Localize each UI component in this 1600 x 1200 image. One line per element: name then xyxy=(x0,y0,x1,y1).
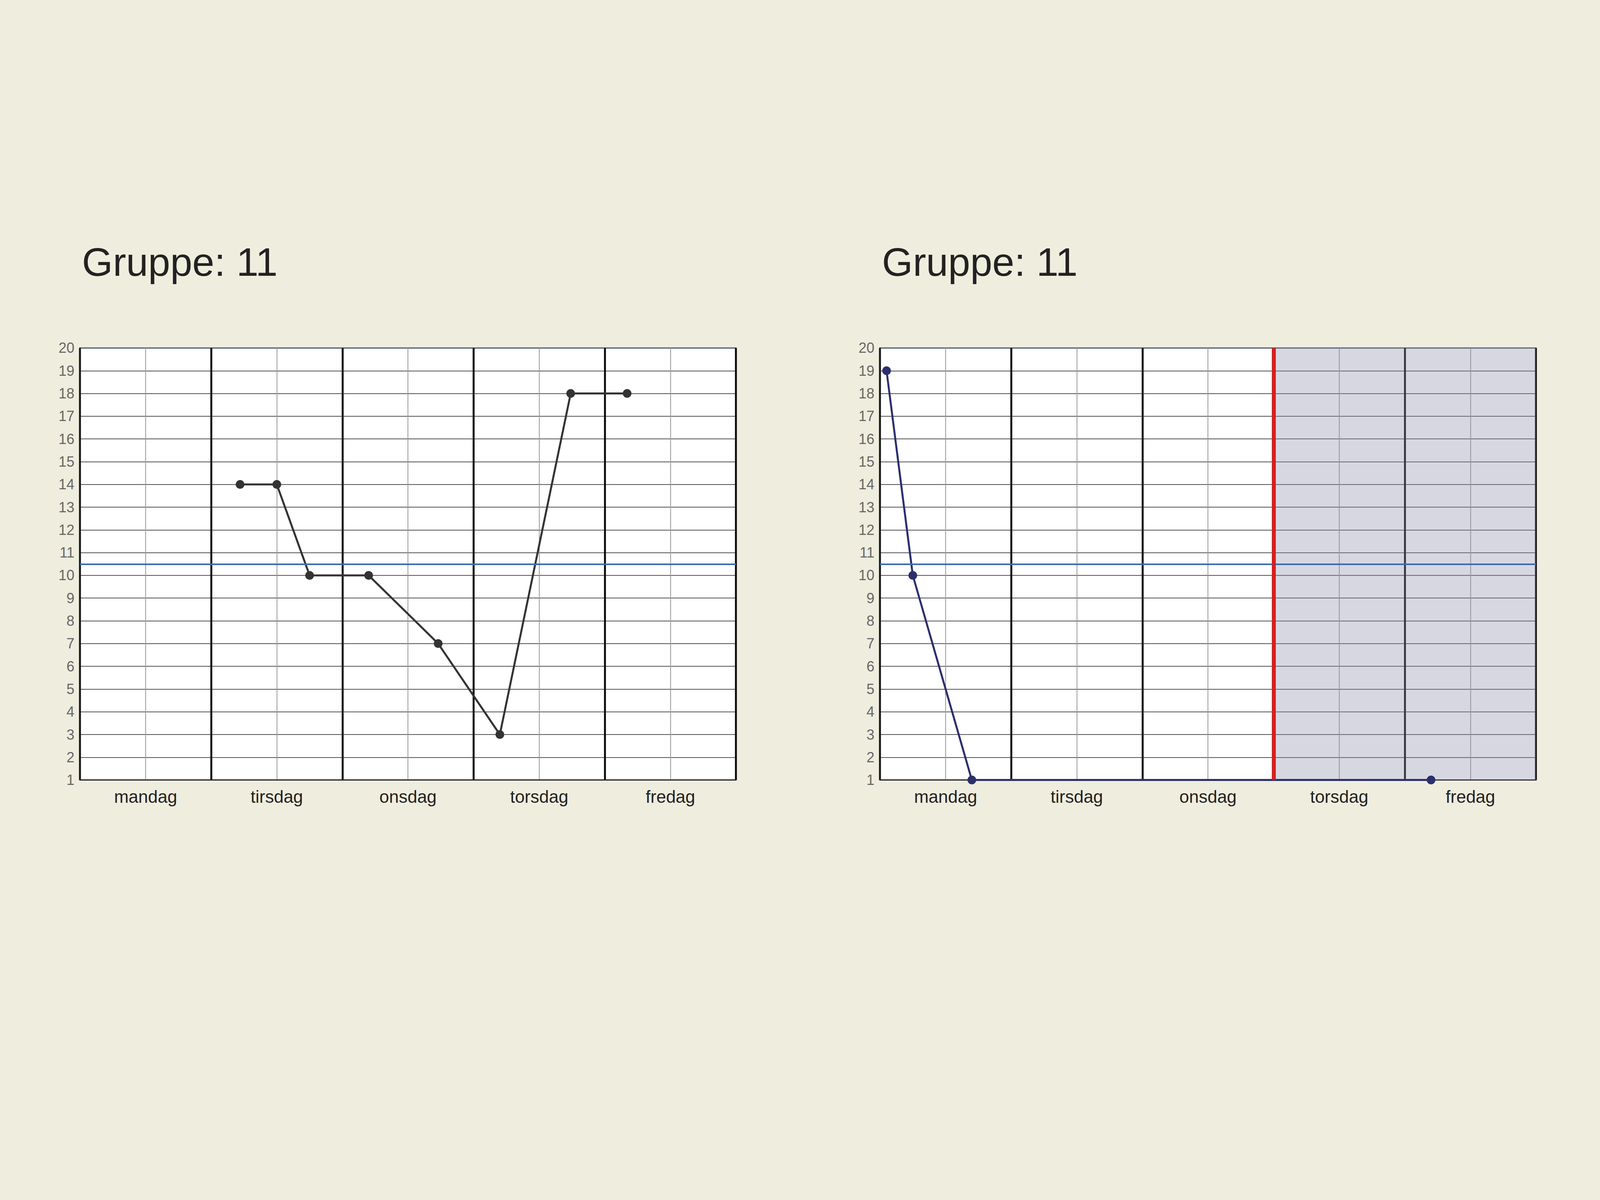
svg-text:Gruppe: 11: Gruppe: 11 xyxy=(882,239,1078,285)
svg-text:6: 6 xyxy=(866,658,875,675)
svg-text:11: 11 xyxy=(59,544,75,561)
svg-text:fredag: fredag xyxy=(1445,786,1496,807)
svg-text:16: 16 xyxy=(58,430,75,448)
svg-text:14: 14 xyxy=(858,476,875,493)
svg-text:4: 4 xyxy=(866,703,875,720)
svg-text:18: 18 xyxy=(858,385,875,402)
svg-text:tirsdag: tirsdag xyxy=(250,786,303,807)
svg-text:10: 10 xyxy=(858,567,875,584)
svg-text:1: 1 xyxy=(66,771,75,789)
svg-text:4: 4 xyxy=(66,703,75,720)
svg-text:8: 8 xyxy=(866,612,875,629)
svg-text:1: 1 xyxy=(866,771,875,789)
svg-text:torsdag: torsdag xyxy=(509,786,569,807)
svg-text:16: 16 xyxy=(858,430,875,448)
svg-text:7: 7 xyxy=(866,635,875,652)
svg-text:19: 19 xyxy=(58,362,75,379)
svg-text:5: 5 xyxy=(866,680,875,698)
svg-text:onsdag: onsdag xyxy=(379,786,437,807)
svg-text:18: 18 xyxy=(58,385,75,402)
svg-text:3: 3 xyxy=(66,726,75,743)
svg-text:15: 15 xyxy=(58,453,75,470)
svg-text:8: 8 xyxy=(66,612,75,629)
svg-text:mandag: mandag xyxy=(913,786,977,807)
svg-text:6: 6 xyxy=(66,658,75,675)
svg-text:19: 19 xyxy=(858,362,875,379)
svg-text:onsdag: onsdag xyxy=(1179,786,1237,807)
svg-text:20: 20 xyxy=(58,339,75,356)
svg-text:Gruppe: 11: Gruppe: 11 xyxy=(82,239,278,285)
svg-text:12: 12 xyxy=(858,521,875,539)
svg-text:17: 17 xyxy=(858,407,875,425)
svg-text:2: 2 xyxy=(866,749,875,766)
svg-text:9: 9 xyxy=(66,590,75,607)
svg-text:tirsdag: tirsdag xyxy=(1050,786,1103,807)
svg-text:9: 9 xyxy=(866,590,875,607)
svg-text:13: 13 xyxy=(858,499,875,516)
svg-text:3: 3 xyxy=(866,726,875,743)
svg-text:12: 12 xyxy=(58,521,75,539)
svg-text:2: 2 xyxy=(66,749,75,766)
svg-text:fredag: fredag xyxy=(645,786,696,807)
svg-text:5: 5 xyxy=(66,680,75,698)
svg-text:torsdag: torsdag xyxy=(1309,786,1369,807)
svg-text:11: 11 xyxy=(859,544,875,561)
svg-text:7: 7 xyxy=(66,635,75,652)
svg-text:15: 15 xyxy=(858,453,875,470)
svg-text:10: 10 xyxy=(58,567,75,584)
svg-text:17: 17 xyxy=(58,407,75,425)
svg-text:20: 20 xyxy=(858,339,875,356)
svg-text:13: 13 xyxy=(58,499,75,516)
svg-text:14: 14 xyxy=(58,476,75,493)
svg-text:mandag: mandag xyxy=(113,786,177,807)
